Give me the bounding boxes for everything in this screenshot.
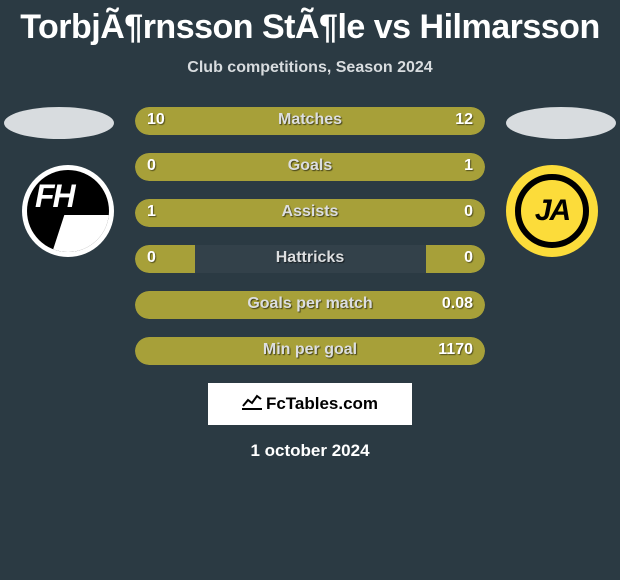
club-badge-left-inner: FH [27,170,109,252]
club-badge-right: JA [506,165,598,257]
stat-row: 00Hattricks [135,245,485,273]
club-badge-right-ring: JA [515,174,589,248]
stat-label: Assists [135,203,485,221]
chart-icon [242,394,262,415]
stat-label: Hattricks [135,249,485,267]
stat-row: 0.08Goals per match [135,291,485,319]
country-flag-right [506,107,616,139]
page-title: TorbjÃ¶rnsson StÃ¶le vs Hilmarsson [0,0,620,47]
stat-row: 1012Matches [135,107,485,135]
stat-label: Goals per match [135,295,485,313]
stat-label: Goals [135,157,485,175]
stat-label: Matches [135,111,485,129]
stat-row: 1170Min per goal [135,337,485,365]
country-flag-left [4,107,114,139]
club-badge-left: FH [22,165,114,257]
comparison-panel: FH JA 1012Matches 01Goals 10Assists 00Hattr… [0,107,620,365]
brand-box[interactable]: FcTables.com [208,383,412,425]
stats-container: 1012Matches 01Goals 10Assists 00Hattricks 0.… [135,107,485,365]
subtitle: Club competitions, Season 2024 [0,59,620,77]
date-label: 1 october 2024 [0,441,620,461]
club-badge-left-text: FH [35,178,74,215]
stat-row: 01Goals [135,153,485,181]
stat-label: Min per goal [135,341,485,359]
club-badge-right-text: JA [535,194,569,228]
club-badge-left-wedge [50,215,109,252]
brand-text: FcTables.com [266,394,378,414]
stat-row: 10Assists [135,199,485,227]
